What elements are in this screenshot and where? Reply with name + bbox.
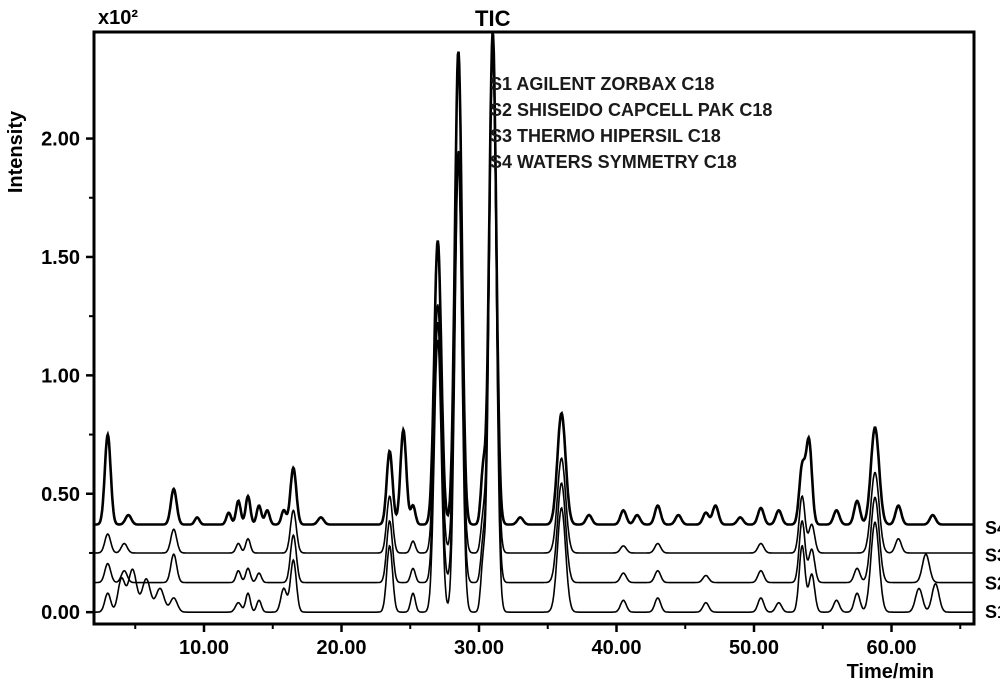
series-label-s3: S3	[985, 545, 1000, 565]
y-tick-label: 0.00	[41, 602, 80, 624]
y-tick-label: 2.00	[41, 129, 80, 151]
x-tick-label: 50.00	[729, 637, 779, 659]
x-tick-label: 30.00	[454, 637, 504, 659]
legend-item-1: S2 SHISEIDO CAPCELL PAK C18	[490, 100, 772, 120]
y-tick-label: 0.50	[41, 484, 80, 506]
x-tick-label: 60.00	[866, 637, 916, 659]
chart-title: TIC	[475, 6, 511, 31]
chromatogram-chart: TIC x10² Intensity Time/min 0.00 0.50 1.00 1.50…	[0, 0, 1000, 688]
series-label-s1: S1	[985, 602, 1000, 622]
y-axis-label: Intensity	[5, 110, 27, 193]
x-tick-label: 10.00	[179, 637, 229, 659]
y-multiplier: x10²	[98, 7, 138, 29]
x-axis-label: Time/min	[847, 661, 934, 683]
x-tick-label: 40.00	[591, 637, 641, 659]
legend-item-3: S4 WATERS SYMMETRY C18	[490, 152, 737, 172]
chart-svg: TIC x10² Intensity Time/min 0.00 0.50 1.00 1.50…	[0, 0, 1000, 688]
legend-item-0: S1 AGILENT ZORBAX C18	[490, 74, 714, 94]
legend-item-2: S3 THERMO HIPERSIL C18	[490, 126, 721, 146]
series-label-s4: S4	[985, 518, 1000, 538]
x-tick-label: 20.00	[316, 637, 366, 659]
y-tick-label: 1.50	[41, 247, 80, 269]
y-tick-label: 1.00	[41, 365, 80, 387]
plot-border	[94, 32, 974, 624]
series-label-s2: S2	[985, 574, 1000, 594]
